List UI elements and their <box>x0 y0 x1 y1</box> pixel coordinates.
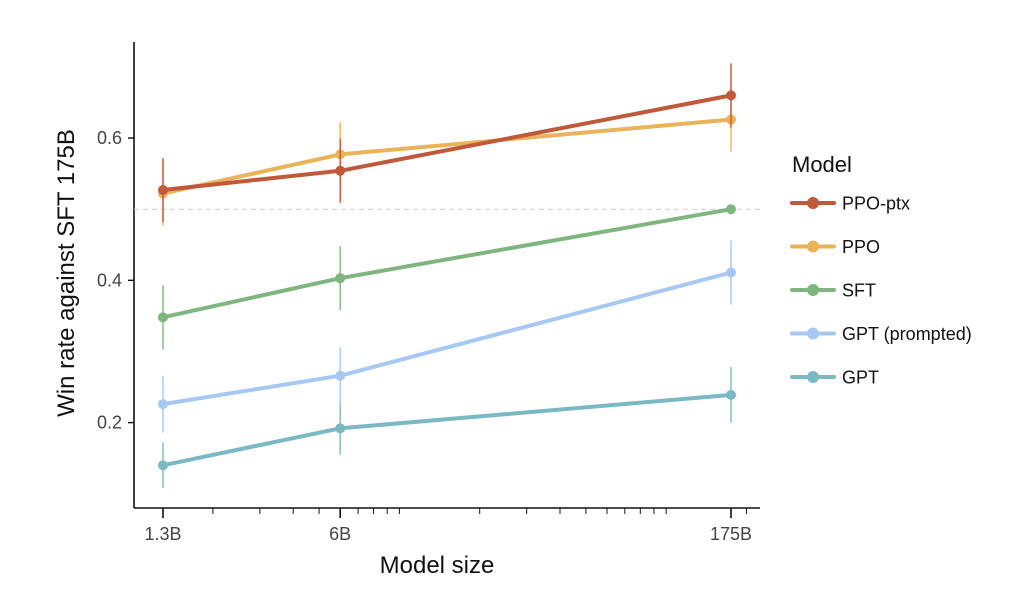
series-ppo <box>158 87 736 226</box>
y-axis-title: Win rate against SFT 175B <box>53 129 80 417</box>
data-point <box>335 370 346 381</box>
legend-swatch-dot <box>807 240 819 253</box>
legend-label: GPT <box>842 368 879 388</box>
data-point <box>158 184 168 195</box>
data-point <box>158 460 168 471</box>
y-tick-label: 0.2 <box>97 413 122 433</box>
y-tick-label: 0.4 <box>97 270 122 290</box>
legend-item: PPO-ptx <box>790 194 910 214</box>
legend-swatch-dot <box>807 197 819 209</box>
legend-swatch-dot <box>807 327 819 340</box>
data-point <box>726 204 736 215</box>
series-sft <box>158 204 736 350</box>
data-point <box>158 312 168 323</box>
y-tick-label: 0.6 <box>97 128 122 148</box>
legend-label: SFT <box>842 281 876 301</box>
series-line <box>161 270 733 407</box>
series-line <box>161 392 733 468</box>
data-point <box>335 165 346 176</box>
legend-item: GPT (prompted) <box>790 324 972 344</box>
legend-title: Model <box>792 152 852 177</box>
series-line <box>161 207 733 320</box>
data-point <box>335 423 346 434</box>
legend-label: PPO <box>842 237 880 257</box>
legend-item: PPO <box>790 237 880 257</box>
data-point <box>726 90 736 101</box>
series-gpt-prompted- <box>158 240 736 433</box>
x-tick-label: 175B <box>710 524 752 544</box>
series-ppo-ptx <box>158 63 736 222</box>
data-point <box>158 399 168 410</box>
legend-label: PPO-ptx <box>842 194 910 214</box>
legend-swatch-dot <box>807 284 819 296</box>
data-point <box>726 389 736 400</box>
x-axis-title: Model size <box>380 552 495 579</box>
x-tick-label: 6B <box>329 524 351 544</box>
x-tick-label: 1.3B <box>144 524 181 544</box>
legend-item: SFT <box>790 281 876 301</box>
legend-swatch-dot <box>807 371 819 383</box>
data-point <box>335 273 346 284</box>
legend-item: GPT <box>790 368 879 388</box>
data-point <box>726 267 736 278</box>
legend-label: GPT (prompted) <box>842 324 972 344</box>
series-gpt <box>158 367 736 489</box>
